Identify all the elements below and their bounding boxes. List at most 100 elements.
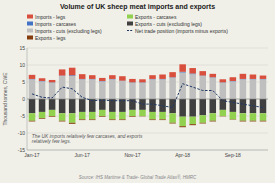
y-tick-label: 15	[19, 45, 25, 51]
bar-series	[29, 116, 266, 127]
legend-swatch	[127, 15, 133, 19]
bar	[230, 112, 237, 119]
line	[32, 84, 263, 108]
bar	[109, 112, 116, 119]
legend-swatch	[27, 29, 33, 33]
bar	[89, 119, 96, 121]
bar	[109, 75, 116, 79]
bar	[49, 99, 56, 110]
bar	[179, 64, 186, 71]
bar	[59, 69, 66, 75]
bar	[199, 115, 206, 122]
bar	[119, 119, 126, 121]
bar	[220, 110, 227, 116]
bar	[109, 79, 116, 99]
legend-swatch	[127, 30, 133, 31]
x-tick-label: Sep-18	[225, 152, 241, 158]
bar	[189, 117, 196, 124]
bar	[189, 68, 196, 73]
bar	[230, 77, 237, 81]
bar-series	[29, 110, 266, 126]
bar	[149, 79, 156, 99]
bar	[29, 113, 36, 120]
bar	[240, 113, 247, 120]
bar	[210, 113, 217, 120]
bar	[69, 76, 76, 99]
bar	[159, 79, 166, 99]
bar	[210, 120, 217, 122]
y-axis: -15-10-5051015	[18, 45, 268, 153]
grid-line	[27, 65, 268, 66]
bar	[149, 119, 156, 121]
bar	[39, 112, 46, 118]
x-tick-label: Apr-18	[175, 152, 190, 158]
bar	[79, 112, 86, 119]
bar	[220, 79, 227, 82]
legend-swatch	[27, 22, 33, 26]
y-tick-label: -10	[18, 130, 25, 136]
bar	[199, 122, 206, 124]
annotation-line: relatively few legs.	[32, 139, 71, 144]
bar	[59, 120, 66, 122]
bar	[240, 99, 247, 113]
x-tick-label: Jun-17	[75, 152, 91, 158]
bar	[129, 83, 136, 99]
y-tick-label: 5	[22, 79, 25, 85]
bar	[39, 99, 46, 112]
bar	[89, 75, 96, 79]
bar	[29, 99, 36, 113]
bar	[159, 75, 166, 79]
bar	[129, 116, 136, 118]
bar	[159, 119, 166, 121]
bar	[59, 113, 66, 120]
bar	[29, 75, 36, 79]
bar	[69, 99, 76, 113]
bar	[49, 80, 56, 82]
bar	[240, 79, 247, 99]
bar	[250, 113, 257, 120]
bar	[29, 79, 36, 99]
bar	[49, 110, 56, 116]
bar	[230, 119, 237, 120]
bar	[39, 118, 46, 120]
bar	[69, 68, 76, 75]
bar	[199, 76, 206, 99]
source: Source: IHS Martime & Trade- Global Trad…	[79, 174, 197, 180]
bar	[179, 117, 186, 127]
bar	[99, 81, 106, 99]
bar	[189, 124, 196, 125]
bar-series	[29, 72, 266, 99]
grid-line	[27, 48, 268, 49]
bar	[79, 99, 86, 112]
x-tick-label: Jan-17	[24, 152, 40, 158]
bar	[230, 99, 237, 112]
bar	[240, 120, 247, 122]
chart: Volume of UK sheep meat imports and expo…	[0, 0, 275, 183]
bar	[260, 99, 267, 113]
bar	[109, 119, 116, 121]
legend-label: Imports - legs	[35, 14, 66, 20]
bar	[250, 75, 257, 79]
bar-series	[29, 64, 266, 82]
bar	[199, 99, 206, 115]
legend: Imports - legsImports - carcasesImports …	[27, 14, 228, 41]
bar	[230, 81, 237, 99]
legend-label: Exports - legs	[35, 35, 66, 41]
bar	[79, 74, 86, 79]
y-tick-label: -5	[21, 113, 26, 119]
annotation-line: The UK imports relatively few carcases, …	[32, 134, 143, 139]
legend-label: Exports - carcases	[135, 14, 177, 20]
bar	[220, 83, 227, 99]
bar	[129, 110, 136, 116]
annotation: The UK imports relatively few carcases, …	[32, 134, 143, 145]
bar	[179, 72, 186, 99]
bar	[260, 76, 267, 79]
bar	[149, 112, 156, 119]
bar	[159, 112, 166, 119]
x-axis: Jan-17Jun-17Nov-17Apr-18Sep-18	[24, 150, 268, 158]
bar	[240, 74, 247, 79]
bar	[119, 112, 126, 119]
bar	[210, 74, 217, 77]
bar	[169, 78, 176, 99]
bar	[210, 99, 217, 113]
